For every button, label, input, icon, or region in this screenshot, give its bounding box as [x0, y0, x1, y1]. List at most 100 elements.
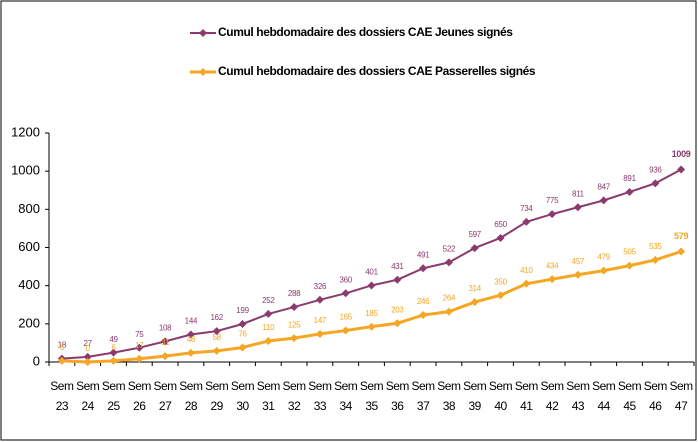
legend-label: Cumul hebdomadaire des dossiers CAE Pass…	[218, 64, 536, 78]
data-label: 199	[236, 306, 249, 315]
data-label: 147	[314, 316, 327, 325]
marker	[315, 295, 324, 304]
marker	[599, 196, 608, 205]
x-tick-label: Sem 47	[669, 379, 694, 413]
marker	[522, 279, 531, 288]
data-label: 431	[391, 262, 404, 271]
x-tick-label: Sem 45	[617, 379, 642, 413]
marker	[186, 330, 195, 339]
data-label: 165	[339, 313, 352, 322]
marker	[496, 291, 505, 300]
x-tick-label: Sem 23	[50, 379, 74, 413]
x-tick-label: Sem 42	[540, 379, 565, 413]
x-tick-label: Sem 29	[205, 379, 229, 413]
marker	[315, 329, 324, 338]
x-tick-label: Sem 30	[230, 379, 255, 413]
x-tick-label: Sem 27	[153, 379, 178, 413]
marker	[651, 255, 660, 264]
x-tick-label: Sem 32	[282, 379, 307, 413]
data-label: 350	[494, 277, 507, 286]
marker	[548, 275, 557, 284]
marker	[677, 247, 686, 256]
x-tick-label: Sem 31	[256, 379, 281, 413]
y-tick-label: 600	[18, 239, 40, 254]
data-label: 31	[161, 338, 170, 347]
x-tick-label: Sem 43	[566, 379, 590, 413]
data-label: 734	[520, 204, 533, 213]
data-label: 18	[58, 341, 67, 350]
data-label: 264	[443, 294, 456, 303]
marker	[677, 165, 686, 174]
marker	[83, 352, 92, 361]
marker	[573, 270, 582, 279]
data-label: 479	[597, 253, 610, 262]
marker	[444, 307, 453, 316]
x-tick-label: Sem 26	[127, 379, 152, 413]
y-tick-label: 400	[18, 277, 40, 292]
data-label: 650	[494, 220, 507, 229]
data-label: 491	[417, 250, 430, 259]
y-tick-label: 800	[18, 201, 40, 216]
data-label: 185	[365, 309, 378, 318]
marker	[470, 298, 479, 307]
marker	[444, 258, 453, 267]
data-label: 457	[572, 257, 585, 266]
data-label: 48	[187, 335, 196, 344]
marker	[573, 203, 582, 212]
y-tick-label: 0	[33, 353, 40, 368]
data-label: 288	[288, 289, 301, 298]
marker	[264, 337, 273, 346]
data-label: 401	[365, 268, 378, 277]
marker	[651, 179, 660, 188]
x-tick-label: Sem 38	[437, 379, 461, 413]
x-tick-label: Sem 46	[643, 379, 668, 413]
legend-marker	[199, 29, 207, 37]
data-label: 6	[60, 343, 65, 352]
marker	[290, 303, 299, 312]
marker	[522, 217, 531, 226]
marker	[599, 266, 608, 275]
data-label: 110	[262, 323, 275, 332]
data-label: 597	[468, 230, 481, 239]
y-tick-label: 1200	[11, 124, 40, 139]
marker	[57, 356, 66, 365]
marker	[367, 281, 376, 290]
data-label: 17	[135, 341, 144, 350]
x-tick-label: Sem 34	[334, 379, 358, 413]
data-label: 326	[314, 282, 327, 291]
x-tick-label: Sem 24	[76, 379, 100, 413]
data-label: 76	[238, 330, 247, 339]
y-tick-label: 200	[18, 315, 40, 330]
marker	[109, 356, 118, 365]
data-label: 252	[262, 296, 275, 305]
data-label: 75	[135, 330, 144, 339]
marker	[161, 352, 170, 361]
data-label: 108	[159, 323, 172, 332]
marker	[290, 334, 299, 343]
data-label: 246	[417, 297, 430, 306]
data-label: 505	[623, 248, 636, 257]
data-label: 811	[572, 189, 585, 198]
marker	[367, 322, 376, 331]
marker	[625, 187, 634, 196]
marker	[83, 358, 92, 366]
marker	[496, 233, 505, 242]
y-tick-label: 1000	[11, 163, 40, 178]
x-tick-label: Sem 28	[179, 379, 203, 413]
data-label: 27	[84, 339, 93, 348]
marker	[470, 244, 479, 253]
marker	[393, 319, 402, 328]
marker	[212, 327, 221, 336]
x-tick-label: Sem 40	[488, 379, 513, 413]
data-label: 579	[674, 231, 688, 241]
marker	[161, 337, 170, 346]
marker	[419, 264, 428, 273]
marker	[393, 275, 402, 284]
legend-label: Cumul hebdomadaire des dossiers CAE Jeun…	[218, 25, 513, 39]
marker	[419, 311, 428, 320]
marker	[238, 343, 247, 352]
data-label: 936	[649, 165, 662, 174]
